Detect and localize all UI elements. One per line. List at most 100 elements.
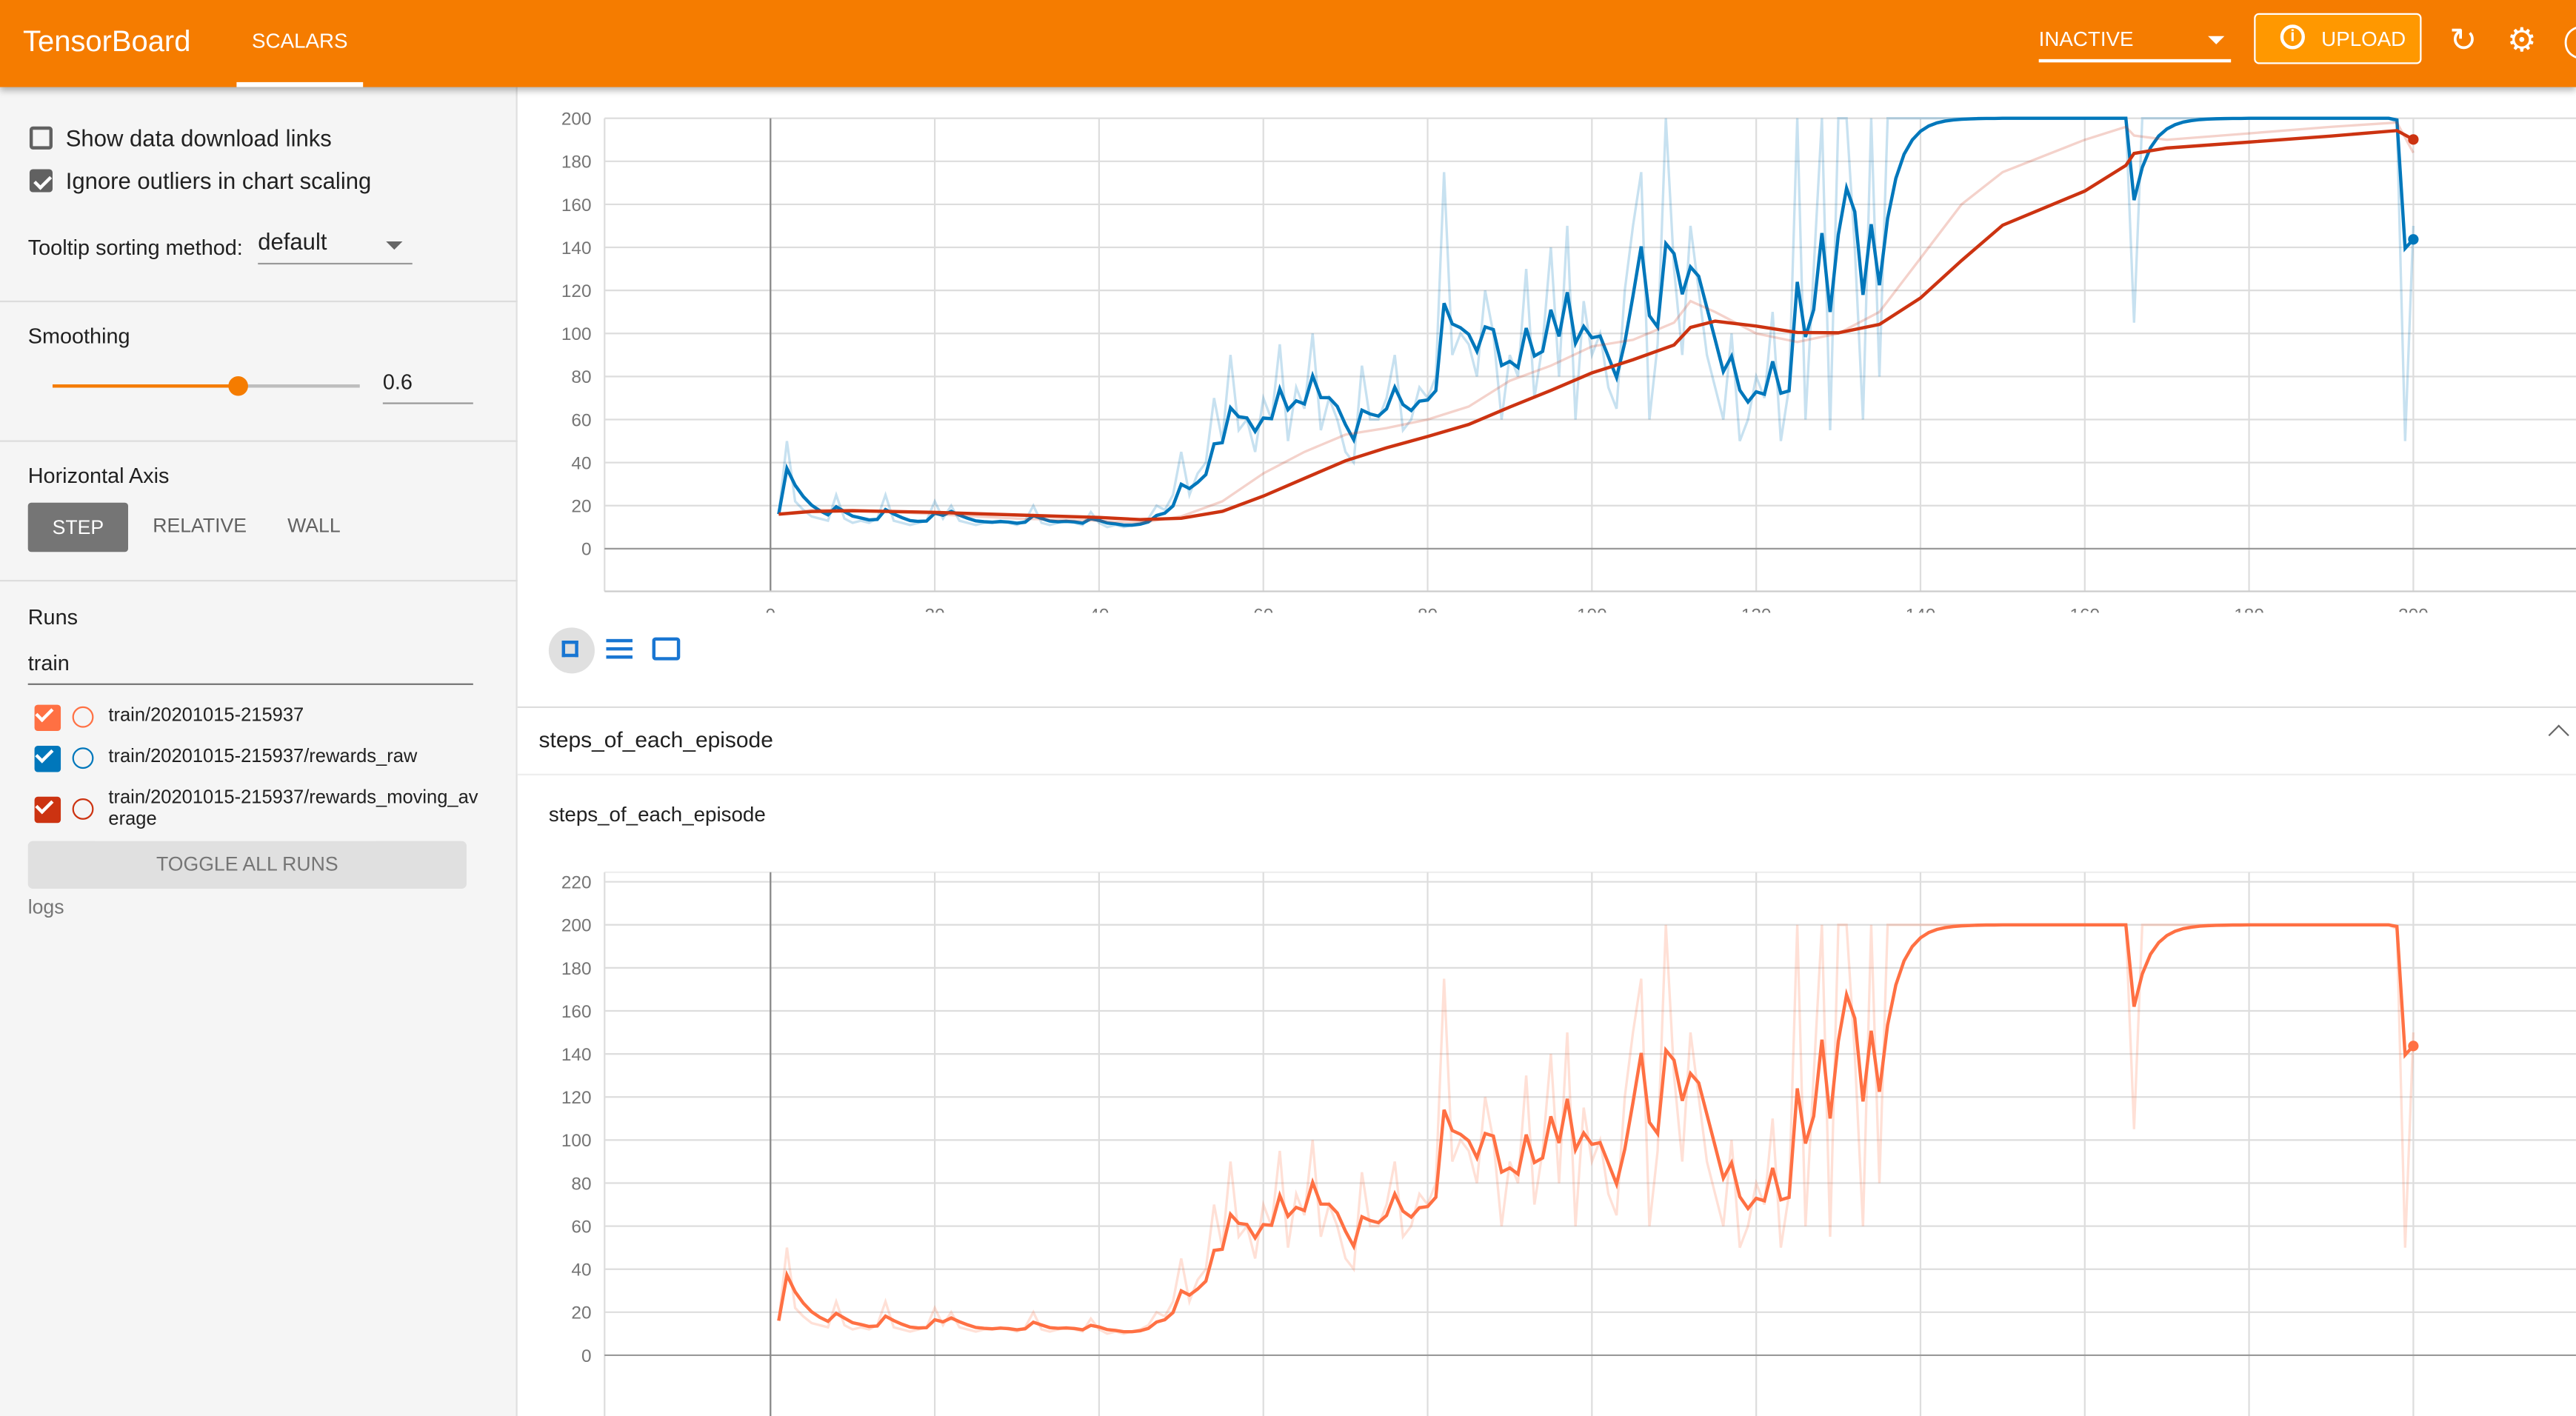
axis-relative-button[interactable]: RELATIVE — [153, 514, 247, 538]
smoothing-slider[interactable] — [52, 375, 360, 396]
slider-thumb[interactable] — [228, 375, 248, 396]
x-tick-label: 20 — [925, 605, 945, 612]
logdir-label: logs — [27, 895, 64, 918]
x-tick-label: 160 — [2069, 605, 2100, 612]
y-tick-label: 80 — [571, 367, 591, 387]
chevron-up-icon[interactable] — [2548, 724, 2569, 746]
y-tick-label: 160 — [561, 1002, 592, 1022]
run-color-circle-icon[interactable] — [72, 706, 94, 728]
axis-wall-button[interactable]: WALL — [287, 514, 341, 538]
x-tick-label: 40 — [1089, 605, 1109, 612]
x-tick-label: 200 — [2398, 605, 2429, 612]
slider-fill — [52, 384, 237, 388]
y-tick-label: 220 — [561, 873, 592, 893]
x-tick-label: 120 — [1741, 605, 1772, 612]
y-tick-label: 180 — [561, 959, 592, 979]
y-tick-label: 60 — [571, 1217, 591, 1237]
log-scale-button[interactable] — [606, 638, 633, 659]
tab-label: SCALARS — [252, 29, 348, 53]
y-tick-label: 0 — [581, 540, 592, 560]
x-tick-label: 60 — [1253, 605, 1273, 612]
run-label: train/20201015-215937/rewards_raw — [108, 747, 418, 767]
y-tick-label: 40 — [571, 1260, 591, 1280]
expand-icon[interactable] — [652, 637, 681, 661]
chart-card-title: steps_of_each_episode — [548, 803, 766, 826]
y-tick-label: 160 — [561, 196, 592, 216]
axis-step-button[interactable]: STEP — [27, 502, 129, 552]
divider — [0, 300, 518, 303]
runs-label: Runs — [27, 604, 79, 629]
run-label: train/20201015-215937 — [108, 706, 304, 727]
y-tick-label: 100 — [561, 324, 592, 344]
section-header[interactable]: steps_of_each_episode — [517, 706, 2576, 775]
run-color-circle-icon[interactable] — [72, 747, 94, 769]
smoothing-value: 0.6 — [382, 370, 413, 395]
top-app-bar: TensorBoard SCALARS INACTIVE i UPLOAD ↻ ⚙… — [0, 0, 2576, 87]
horizontal-axis-label: Horizontal Axis — [27, 463, 170, 488]
settings-icon[interactable]: ⚙ — [2506, 23, 2537, 59]
chevron-down-icon — [386, 241, 403, 250]
upload-button[interactable]: i UPLOAD — [2254, 13, 2422, 64]
y-tick-label: 140 — [561, 238, 592, 258]
main-panel: 0 20 40 60 80 100 120 140 160 180 200 0 20 40 60 80 100 1… — [517, 87, 2576, 1416]
x-tick-label: 80 — [1418, 605, 1438, 612]
runs-filter-value: train — [27, 650, 70, 675]
series-line-raw — [777, 924, 2415, 1335]
app-title: TensorBoard — [23, 24, 191, 58]
runs-filter-input[interactable]: train — [27, 650, 473, 685]
y-tick-label: 20 — [571, 1303, 591, 1323]
smoothing-input[interactable]: 0.6 — [382, 370, 473, 404]
info-icon: i — [2280, 24, 2305, 50]
sidebar: Show data download links Ignore outliers… — [0, 87, 518, 1416]
fit-domain-button[interactable] — [548, 627, 595, 674]
refresh-icon[interactable]: ↻ — [2449, 23, 2477, 59]
series-line-raw — [777, 117, 2415, 529]
divider — [0, 579, 518, 582]
divider — [0, 440, 518, 442]
tooltip-sort-select[interactable]: default — [258, 228, 413, 265]
run-checkbox[interactable] — [34, 796, 61, 824]
rewards-chart[interactable]: 0 20 40 60 80 100 120 140 160 180 200 0 20 40 60 80 100 1… — [518, 87, 2576, 613]
show-download-links-checkbox[interactable] — [29, 126, 53, 150]
upload-label: UPLOAD — [2321, 27, 2406, 51]
y-tick-label: 200 — [561, 110, 592, 130]
active-tab-indicator — [236, 81, 364, 87]
run-label: train/20201015-215937/rewards_moving_ave… — [108, 788, 478, 830]
tab-scalars[interactable]: SCALARS — [236, 0, 364, 87]
plugin-select[interactable]: INACTIVE — [2038, 21, 2232, 63]
y-tick-label: 120 — [561, 281, 592, 301]
y-tick-label: 60 — [571, 410, 591, 430]
series-end-point — [2408, 1041, 2419, 1052]
run-color-circle-icon[interactable] — [72, 798, 94, 820]
section-title: steps_of_each_episode — [538, 727, 773, 752]
y-tick-label: 120 — [561, 1088, 592, 1108]
fit-domain-icon — [561, 641, 578, 658]
run-checkbox[interactable] — [34, 704, 61, 732]
button-label: TOGGLE ALL RUNS — [156, 852, 338, 876]
lines-icon — [606, 647, 633, 651]
ignore-outliers-checkbox[interactable] — [29, 169, 53, 193]
series-end-point — [2408, 134, 2419, 145]
tooltip-sort-label: Tooltip sorting method: — [27, 235, 243, 260]
help-icon[interactable]: ◯ — [2563, 23, 2576, 59]
steps-chart[interactable]: 0 20 40 60 80 100 120 140 160 180 200 220 — [518, 839, 2576, 1416]
smoothing-label: Smoothing — [27, 323, 130, 349]
y-tick-label: 180 — [561, 153, 592, 173]
y-tick-label: 0 — [581, 1346, 592, 1366]
run-checkbox[interactable] — [34, 746, 61, 772]
chevron-down-icon — [2208, 36, 2225, 44]
tooltip-sort-value: default — [258, 228, 327, 255]
y-tick-label: 200 — [561, 916, 592, 936]
series-line-raw — [778, 121, 2415, 524]
show-download-links-label: Show data download links — [65, 124, 332, 152]
y-tick-label: 80 — [571, 1174, 591, 1194]
x-tick-label: 140 — [1906, 605, 1936, 612]
series-end-point — [2408, 234, 2419, 245]
toggle-all-runs-button[interactable]: TOGGLE ALL RUNS — [27, 841, 467, 889]
plugin-select-value: INACTIVE — [2038, 27, 2134, 51]
y-tick-label: 100 — [561, 1131, 592, 1151]
series-line-smoothed — [777, 116, 2415, 527]
y-tick-label: 20 — [571, 497, 591, 517]
y-tick-label: 140 — [561, 1045, 592, 1065]
ignore-outliers-label: Ignore outliers in chart scaling — [65, 167, 372, 194]
